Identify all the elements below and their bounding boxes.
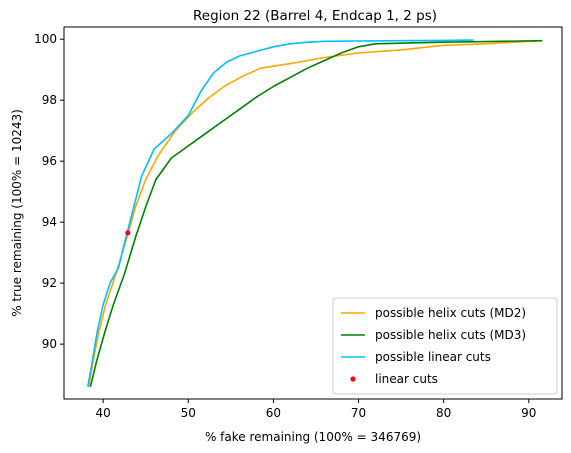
legend-box [332, 297, 558, 395]
x-tick-label: 60 [266, 406, 281, 420]
x-tick-label: 90 [521, 406, 536, 420]
x-tick-label: 40 [96, 406, 111, 420]
legend: possible helix cuts (MD2) possible helix … [332, 297, 558, 395]
series-layer [87, 39, 543, 387]
scatter-point-linear-cuts [125, 230, 131, 236]
x-tick-label: 70 [351, 406, 366, 420]
y-tick-label: 96 [42, 154, 57, 168]
legend-entry-possible-linear-cuts: possible linear cuts [375, 350, 491, 364]
y-tick-label: 90 [42, 337, 57, 351]
series-line-possible-helix-cuts-md2 [87, 39, 543, 387]
legend-swatch-linear-cuts [350, 376, 356, 382]
legend-entry-possible-helix-cuts-md3: possible helix cuts (MD3) [375, 328, 526, 342]
plot-frame [63, 26, 563, 400]
y-tick-label: 92 [42, 276, 57, 290]
y-axis: 90 92 94 96 98 100 [34, 32, 64, 351]
legend-entry-linear-cuts: linear cuts [375, 372, 438, 386]
y-tick-label: 100 [34, 32, 57, 46]
y-tick-label: 94 [42, 215, 57, 229]
y-tick-label: 98 [42, 93, 57, 107]
series-line-possible-helix-cuts-md3 [89, 39, 543, 387]
series-line-possible-linear-cuts [87, 39, 474, 387]
x-tick-label: 50 [181, 406, 196, 420]
y-axis-label: % true remaining (100% = 10243) [10, 109, 24, 317]
legend-entry-possible-helix-cuts-md2: possible helix cuts (MD2) [375, 306, 526, 320]
x-axis: 40 50 60 70 80 90 [96, 399, 536, 420]
x-tick-label: 80 [436, 406, 451, 420]
x-axis-label: % fake remaining (100% = 346769) [205, 430, 421, 444]
chart-title: Region 22 (Barrel 4, Endcap 1, 2 ps) [193, 8, 437, 24]
